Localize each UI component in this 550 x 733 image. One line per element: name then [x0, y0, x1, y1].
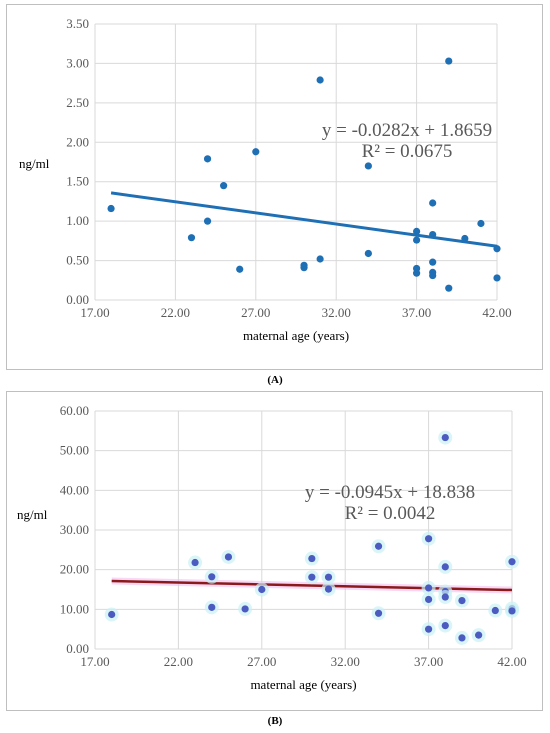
x-axis-label: maternal age (years) [243, 328, 349, 343]
data-point [236, 265, 244, 273]
x-tick-label: 37.00 [402, 305, 431, 320]
data-point [441, 563, 449, 571]
y-tick-label: 0.00 [66, 292, 89, 307]
x-axis-label: maternal age (years) [250, 677, 356, 692]
data-point [364, 249, 372, 258]
data-point [324, 573, 333, 581]
y-tick-label: 3.50 [66, 16, 89, 31]
x-tick-label: 22.00 [161, 305, 190, 320]
x-tick-label: 32.00 [322, 305, 351, 320]
y-tick-label: 40.00 [60, 482, 89, 497]
data-point [241, 605, 249, 613]
data-point [441, 621, 449, 630]
data-point [477, 219, 485, 228]
x-tick-label: 42.00 [482, 305, 511, 320]
r-squared-label: R² = 0.0042 [345, 503, 436, 524]
y-tick-label: 1.50 [66, 174, 89, 189]
data-point [441, 593, 449, 601]
y-tick-label: 20.00 [60, 562, 89, 577]
data-point [374, 542, 383, 550]
y-tick-label: 3.00 [66, 55, 89, 70]
y-tick-label: 0.00 [66, 641, 89, 656]
panel-a-caption: (A) [267, 374, 283, 386]
data-point [445, 57, 453, 65]
x-tick-label: 22.00 [164, 654, 193, 669]
data-point [458, 597, 466, 605]
y-tick-label: 10.00 [60, 601, 89, 616]
x-tick-label: 42.00 [497, 654, 526, 669]
data-point [445, 284, 453, 292]
trendline [110, 191, 498, 248]
y-axis-label: ng/ml [19, 156, 50, 171]
y-tick-label: 30.00 [60, 522, 89, 537]
data-point [208, 603, 216, 611]
data-point [220, 182, 228, 190]
data-point [374, 609, 383, 617]
data-point [441, 433, 449, 442]
data-point [187, 234, 196, 242]
trendline-equation: y = -0.0945x + 18.838 [305, 482, 475, 503]
data-point [429, 230, 437, 239]
data-point [491, 606, 499, 615]
data-point [425, 595, 433, 604]
y-axis-label: ng/ml [17, 507, 48, 522]
data-point [413, 236, 421, 244]
data-point [425, 584, 433, 592]
data-point [425, 535, 433, 543]
data-point [429, 199, 437, 207]
data-point [413, 269, 421, 277]
x-tick-label: 32.00 [331, 654, 360, 669]
data-point [308, 573, 316, 581]
data-point [300, 264, 308, 272]
data-point [208, 573, 216, 581]
data-point [425, 625, 433, 633]
data-point [203, 155, 212, 163]
y-tick-label: 60.00 [60, 403, 89, 418]
data-point [108, 610, 116, 619]
data-point [324, 585, 333, 593]
y-tick-label: 50.00 [60, 443, 89, 458]
data-point [364, 162, 372, 170]
trendline-equation: y = -0.0282x + 1.8659 [322, 120, 492, 141]
data-point [308, 554, 316, 563]
data-point [107, 204, 115, 213]
data-point [413, 227, 421, 235]
chart-b-svg: 0.00 10.00 20.00 30.00 40.00 50.00 60.00 17.00 2… [17, 403, 527, 692]
x-tick-label: 27.00 [241, 305, 270, 320]
chart-panel-a: 0.00 0.50 1.00 1.50 2.00 2.50 3.00 3.50 17.00 22.… [6, 4, 543, 370]
data-point [316, 76, 324, 84]
y-tick-label: 2.00 [66, 134, 89, 149]
data-point [475, 631, 483, 639]
data-point [429, 258, 437, 266]
data-point [252, 148, 260, 156]
data-point [461, 234, 469, 243]
y-tick-label: 1.00 [66, 213, 89, 228]
chart-a-svg: 0.00 0.50 1.00 1.50 2.00 2.50 3.00 3.50 17.00 22.… [19, 16, 512, 343]
chart-panel-b: 0.00 10.00 20.00 30.00 40.00 50.00 60.00 17.00 2… [6, 391, 543, 711]
x-tick-label: 27.00 [247, 654, 276, 669]
data-point [508, 607, 516, 615]
data-point [191, 558, 199, 567]
data-point [493, 245, 501, 253]
data-point [508, 558, 516, 566]
y-tick-label: 0.50 [66, 253, 89, 268]
data-point [429, 271, 437, 280]
panel-b-caption: (B) [267, 715, 283, 727]
y-tick-label: 2.50 [66, 95, 89, 110]
x-tick-label: 37.00 [414, 654, 443, 669]
data-point [458, 634, 466, 642]
data-point [316, 255, 324, 263]
data-point [224, 553, 233, 561]
data-point [258, 585, 266, 594]
r-squared-label: R² = 0.0675 [362, 141, 453, 162]
data-point [493, 274, 501, 282]
data-point [203, 217, 212, 225]
x-tick-label: 17.00 [80, 305, 109, 320]
x-tick-label: 17.00 [80, 654, 109, 669]
